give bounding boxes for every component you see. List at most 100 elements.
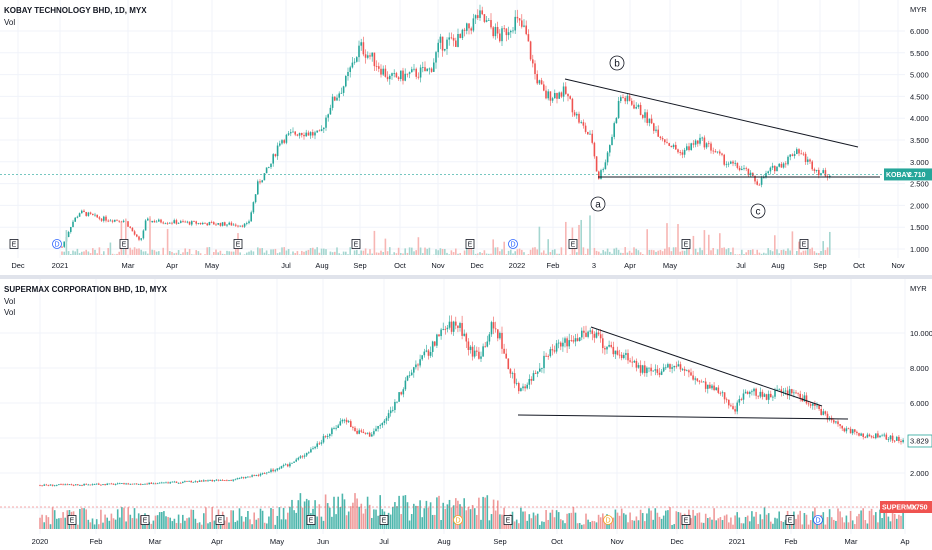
volume-bar — [705, 254, 708, 255]
volume-bar — [565, 221, 567, 255]
candle-body — [383, 420, 386, 423]
earnings-marker — [568, 239, 578, 249]
candle-body — [419, 67, 422, 78]
volume-bar — [83, 251, 85, 255]
volume-bar — [329, 251, 332, 255]
volume-bar — [539, 524, 541, 529]
volume-bar — [595, 250, 598, 255]
candle-body — [193, 221, 195, 222]
volume-bar — [442, 502, 444, 529]
candle-body — [51, 484, 54, 486]
candle-body — [512, 30, 514, 32]
volume-bar — [301, 250, 303, 255]
volume-bar — [387, 512, 390, 529]
volume-bar — [800, 252, 802, 255]
volume-bar — [486, 495, 489, 529]
volume-bar — [446, 252, 448, 255]
volume-bar — [459, 253, 461, 255]
candle-body — [712, 150, 714, 152]
volume-bar — [152, 520, 155, 529]
volume-bar — [887, 516, 890, 529]
volume-bar — [358, 506, 360, 529]
candle-body — [87, 484, 90, 486]
candle-body — [444, 48, 446, 51]
candle-body — [610, 344, 612, 347]
candle-body — [392, 409, 394, 411]
candle-body — [569, 96, 571, 99]
candle-body — [514, 16, 516, 31]
candle-body — [870, 436, 873, 438]
volume-bar — [587, 248, 589, 255]
candle-body — [789, 154, 791, 157]
volume-bar — [96, 253, 98, 255]
volume-bar — [224, 254, 226, 255]
volume-bar — [342, 251, 345, 255]
candle-body — [472, 18, 475, 31]
candle-body — [116, 483, 119, 485]
candle-body — [612, 346, 615, 355]
volume-bar — [617, 249, 620, 255]
volume-bar — [604, 519, 606, 529]
time-scale-tick: Feb — [547, 261, 560, 270]
supermax-chart-pane[interactable]: 10.0008.0006.0004.0002.0000.000MYR2020Fe… — [0, 279, 932, 550]
volume-bar — [298, 254, 301, 255]
candle-body — [316, 130, 318, 133]
volume-bar — [514, 251, 516, 255]
price-scale-tick: 3.000 — [910, 158, 929, 167]
candle-body — [488, 334, 491, 342]
volume-bar — [104, 514, 106, 529]
candle-body — [560, 342, 562, 347]
last-price-box — [907, 434, 932, 448]
kobay-chart-pane[interactable]: 6.000 5.500 5.000 4.500 4.000 3.500 3.000 2.500… — [0, 0, 932, 275]
candle-body — [180, 221, 182, 223]
volume-bar — [723, 247, 725, 255]
candle-body — [186, 221, 189, 223]
volume-bar — [784, 519, 787, 529]
volume-bar — [520, 507, 522, 529]
volume-bar — [450, 250, 453, 255]
volume-bar — [326, 503, 329, 529]
volume-bar — [337, 496, 339, 529]
candle-body — [142, 230, 145, 239]
candle-body — [738, 399, 741, 403]
candle-body — [565, 86, 567, 94]
candle-body — [274, 154, 277, 157]
candle-body — [620, 97, 622, 101]
candle-body — [635, 107, 637, 109]
candle-body — [259, 181, 261, 183]
supermax-chart[interactable]: 10.0008.0006.0004.0002.0000.000MYR2020Fe… — [0, 279, 932, 550]
candle-body — [373, 431, 375, 435]
candle-body — [208, 222, 211, 226]
candle-body — [883, 434, 885, 436]
volume-bar — [522, 511, 524, 529]
candle-body — [469, 346, 472, 350]
volume-bar — [668, 247, 670, 255]
candle-body — [155, 221, 158, 223]
volume-bar — [221, 253, 224, 255]
candle-body — [429, 351, 432, 356]
candle-body — [639, 365, 642, 373]
candle-body — [628, 95, 631, 101]
candle-body — [675, 144, 677, 150]
candle-body — [238, 478, 241, 479]
volume-bar — [809, 248, 811, 255]
volume-bar — [102, 522, 104, 529]
candle-body — [509, 369, 512, 374]
volume-bar — [283, 247, 285, 255]
volume-bar — [219, 250, 222, 255]
kobay-chart[interactable]: 6.0005.5005.0004.5004.0003.5003.0002.500… — [0, 0, 932, 275]
candle-body — [96, 214, 98, 218]
candle-body — [320, 129, 323, 131]
time-scale-tick: Sep — [493, 537, 506, 546]
volume-bar — [60, 517, 62, 529]
pane-divider[interactable] — [0, 275, 932, 279]
volume-bar — [303, 251, 305, 255]
volume-bar — [662, 515, 665, 529]
volume-bar — [373, 509, 375, 529]
candle-body — [224, 480, 226, 482]
dividend-marker — [508, 239, 518, 249]
candle-body — [496, 26, 499, 34]
volume-bar — [862, 508, 864, 529]
candle-body — [681, 152, 684, 155]
candle-body — [847, 428, 850, 430]
